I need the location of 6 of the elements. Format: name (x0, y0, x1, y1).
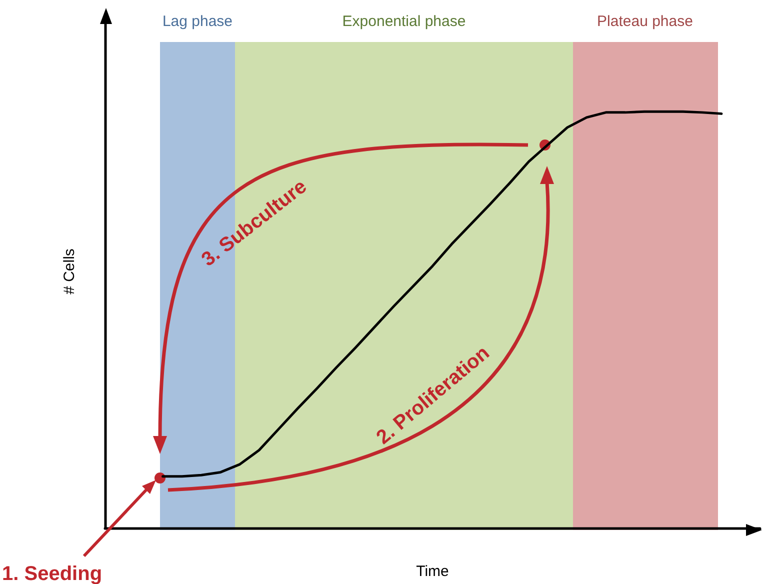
text: Plateau phase (597, 13, 693, 30)
x-axis-title: Time (416, 563, 449, 580)
y-axis-title: # Cells (61, 248, 78, 294)
text: 1. Seeding (2, 563, 102, 584)
text: Lag phase (162, 13, 233, 30)
text: Exponential phase (342, 13, 466, 30)
